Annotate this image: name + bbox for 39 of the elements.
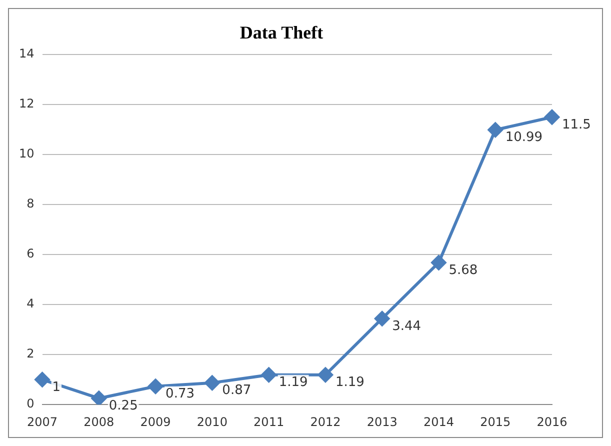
- data-label: 5.68: [448, 262, 478, 278]
- data-label: 10.99: [505, 130, 543, 146]
- x-tick-label: 2013: [366, 414, 398, 429]
- point: [34, 372, 50, 388]
- point: [148, 378, 164, 394]
- y-tick-label: 2: [26, 346, 34, 361]
- data-label: 0.25: [108, 398, 138, 414]
- point: [374, 311, 390, 326]
- chart-title: Data Theft: [240, 22, 324, 42]
- x-tick-label: 2010: [196, 414, 228, 429]
- point: [488, 122, 503, 138]
- x-tick-label: 2015: [480, 414, 511, 429]
- x-tick-label: 2014: [423, 414, 454, 429]
- data-label: 0.73: [166, 386, 194, 402]
- y-tick-label: 12: [18, 96, 34, 111]
- x-tick-label: 2008: [84, 414, 114, 429]
- point: [261, 367, 276, 382]
- data-label: 11.5: [562, 117, 591, 132]
- point: [204, 375, 220, 390]
- x-tick-label: 2011: [254, 414, 284, 429]
- x-tick-label: 2016: [536, 414, 568, 429]
- y-tick-label: 14: [18, 46, 34, 61]
- y-tick-label: 0: [26, 396, 34, 411]
- data-label: 3.44: [392, 318, 422, 334]
- data-label: 1.19: [278, 375, 308, 390]
- y-tick-label: 4: [26, 296, 34, 311]
- data-label: 1: [52, 380, 61, 395]
- point: [318, 367, 333, 382]
- x-tick-label: 2012: [310, 414, 341, 429]
- y-tick-label: 6: [26, 246, 34, 261]
- x-tick-label: 2007: [26, 414, 58, 429]
- data-label: 1.19: [335, 375, 364, 390]
- y-tick-label: 8: [26, 196, 34, 211]
- point: [91, 390, 106, 405]
- x-tick-label: 2009: [140, 414, 171, 429]
- point: [544, 110, 560, 125]
- y-tick-label: 10: [18, 146, 34, 161]
- point: [431, 255, 446, 270]
- data-label: 0.87: [222, 383, 252, 398]
